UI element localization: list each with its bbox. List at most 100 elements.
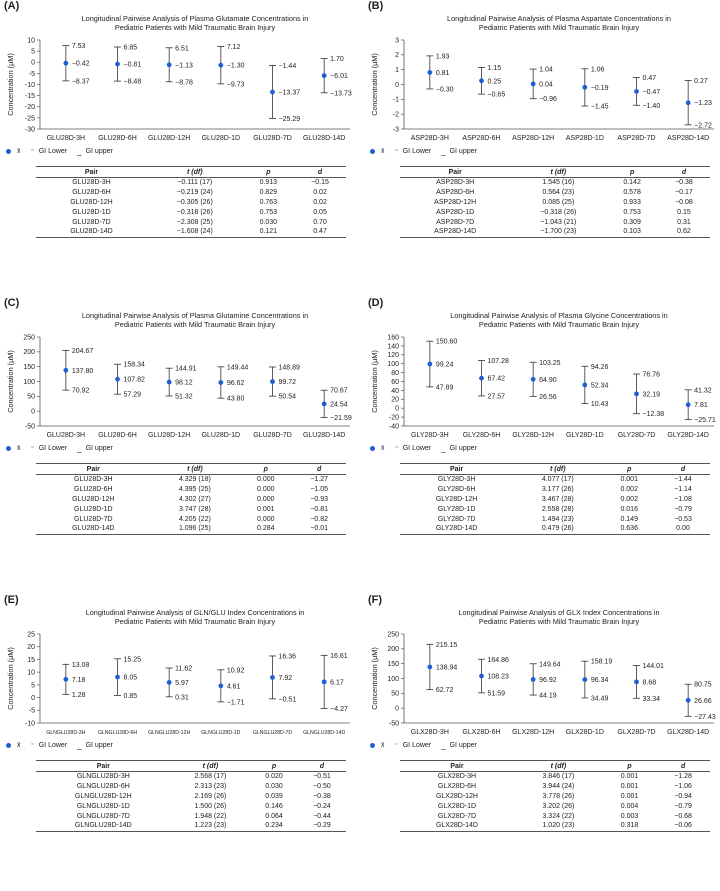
y-tick-label: 200 — [387, 646, 399, 653]
table-header: d — [657, 166, 710, 178]
lower-label: 26.56 — [539, 394, 557, 401]
lower-label: 27.57 — [488, 393, 506, 400]
mean-label: 98.12 — [175, 380, 193, 387]
mean-label: 0.04 — [539, 81, 553, 88]
lower-label: −25.29 — [279, 116, 301, 123]
table-cell: 0.763 — [259, 198, 278, 206]
lower-label: 51.59 — [488, 690, 506, 697]
stats-table: Pair t (df) p d GLY28D-3H 4.077 (17) 0.001 −1.4… — [400, 463, 710, 535]
table-cell: −2.308 (25) — [176, 218, 213, 226]
y-tick-label: 250 — [23, 334, 35, 341]
legend-upper: GI upper — [85, 148, 113, 155]
table-row: GLX28D-14D 1.020 (23) 0.318 −0.06 — [400, 820, 710, 832]
legend-lower: GI Lower — [402, 148, 432, 155]
stats-table: Pair t (df) p d GLU28D-3H 4.329 (18) 0.000 −1.2… — [36, 463, 346, 535]
table-header: Pair — [36, 463, 151, 475]
table-cell: 0.000 — [257, 495, 275, 503]
table-cell: −0.79 — [674, 505, 692, 513]
mean-legend-icon — [370, 149, 375, 154]
y-tick-label: 10 — [27, 670, 35, 677]
y-tick-label: 50 — [27, 394, 35, 401]
stats-table: Pair t (df) p d GLU28D-3H −0.111 (17) 0.913 −0.… — [36, 166, 346, 238]
mean-label: 7.81 — [694, 402, 708, 409]
y-tick-label: 0 — [31, 409, 35, 416]
mean-point — [479, 78, 484, 84]
mean-label: 7.18 — [72, 677, 86, 684]
table-cell: −0.318 (26) — [540, 208, 577, 216]
mean-label: 0.81 — [436, 70, 450, 77]
upper-label: 6.51 — [175, 45, 189, 52]
upper-label: 158.19 — [591, 659, 613, 666]
table-header: d — [297, 760, 346, 772]
table-cell: 3.324 (22) — [542, 812, 575, 820]
table-cell: 0.479 (26) — [513, 523, 603, 535]
errorbar-chart: Longitudinal Pairwise Analysis of Plasma… — [370, 14, 714, 142]
upper-label: 15.25 — [124, 656, 142, 663]
table-header: t (df) — [146, 166, 243, 178]
mean-point — [530, 376, 536, 382]
y-tick-label: 0 — [31, 695, 35, 702]
y-tick-label: 80 — [391, 370, 399, 377]
lower-label: 62.72 — [436, 687, 454, 694]
y-tick-label: -2 — [393, 112, 399, 119]
table-cell: 0.001 — [620, 773, 639, 781]
table-cell: 0.004 — [620, 802, 639, 810]
table-row: GLNGLU28D-1D 1.500 (26) 0.146 −0.24 — [36, 801, 346, 811]
table-cell: GLX28D-6H — [437, 783, 477, 791]
table-cell: 0.47 — [294, 226, 346, 238]
table-cell: −0.68 — [674, 812, 692, 820]
legend-upper: GI upper — [449, 742, 477, 749]
table-cell: 0.103 — [606, 226, 658, 238]
y-axis-label: Concentration (µM) — [6, 350, 15, 413]
table-cell: −0.93 — [310, 495, 329, 503]
table-cell: ASP28D-1D — [436, 208, 475, 216]
lower-label: −1.45 — [591, 104, 609, 111]
table-cell: GLY28D-1D — [437, 505, 476, 513]
mean-point — [634, 89, 639, 94]
y-tick-label: 150 — [23, 364, 35, 371]
mean-point — [634, 679, 639, 685]
lower-label: −12.38 — [643, 411, 665, 418]
table-cell: GLU28D-12H — [70, 198, 113, 206]
lower-label: 10.43 — [591, 401, 609, 408]
y-tick-label: -50 — [389, 720, 399, 727]
mean-point — [582, 382, 588, 388]
table-header: p — [250, 760, 298, 772]
mean-label: 4.61 — [227, 683, 241, 690]
table-header: Pair — [400, 463, 514, 475]
table-cell: −1.08 — [674, 495, 692, 503]
upper-label: −1.44 — [279, 63, 297, 70]
table-cell: 0.02 — [313, 189, 327, 197]
mean-label: 5.97 — [175, 680, 189, 687]
y-tick-label: 250 — [387, 631, 399, 638]
mean-label: −0.81 — [124, 62, 142, 69]
x-tick-label: GLNGLU28D-7D — [253, 730, 292, 736]
x-tick-label: GLU28D-6H — [98, 432, 137, 439]
table-cell: −0.29 — [297, 820, 346, 832]
lower-label: −13.73 — [330, 90, 352, 97]
table-row: GLNGLU28D-14D 1.223 (23) 0.234 −0.29 — [36, 820, 346, 832]
mean-legend-icon — [370, 743, 375, 748]
mean-label: 8.68 — [643, 679, 657, 686]
lower-label: −21.59 — [330, 415, 352, 422]
lower-label: −8.37 — [72, 78, 90, 85]
mean-label: 99.72 — [279, 379, 297, 386]
legend-lower: GI Lower — [38, 148, 68, 155]
table-cell: 2.558 (28) — [541, 505, 574, 513]
x-tick-label: GLU28D-14D — [303, 135, 345, 142]
table-cell: −1.44 — [674, 476, 692, 484]
table-cell: 1.494 (23) — [541, 515, 574, 523]
lower-label: −4.27 — [330, 706, 348, 713]
y-tick-label: 60 — [391, 379, 399, 386]
lower-legend-icon: ⁻ — [30, 741, 35, 750]
lower-label: 51.32 — [175, 393, 193, 400]
legend-lower: GI Lower — [402, 742, 432, 749]
table-cell: −0.79 — [674, 802, 692, 810]
lower-label: −1.71 — [227, 699, 245, 706]
table-cell: GLU28D-12H — [72, 495, 115, 503]
mean-label: 0.25 — [488, 78, 502, 85]
table-cell: −0.50 — [313, 783, 331, 791]
table-cell: 0.70 — [313, 218, 327, 226]
table-cell: 2.568 (17) — [194, 773, 227, 781]
table-header: p — [239, 463, 293, 475]
